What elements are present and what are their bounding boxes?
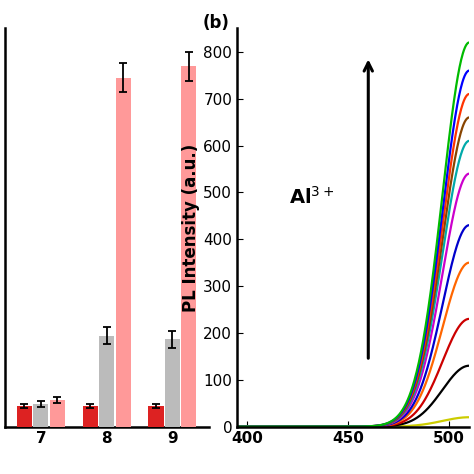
Bar <box>17 406 32 427</box>
Bar <box>165 339 180 427</box>
Y-axis label: PL Intensity (a.u.): PL Intensity (a.u.) <box>182 144 201 311</box>
Text: Al$^{3+}$: Al$^{3+}$ <box>289 186 334 208</box>
Bar <box>82 406 98 427</box>
Bar <box>181 66 196 427</box>
Bar <box>116 78 131 427</box>
Bar <box>148 406 164 427</box>
Bar <box>33 404 48 427</box>
Text: (b): (b) <box>202 14 229 32</box>
Bar <box>99 336 114 427</box>
Bar <box>50 400 65 427</box>
